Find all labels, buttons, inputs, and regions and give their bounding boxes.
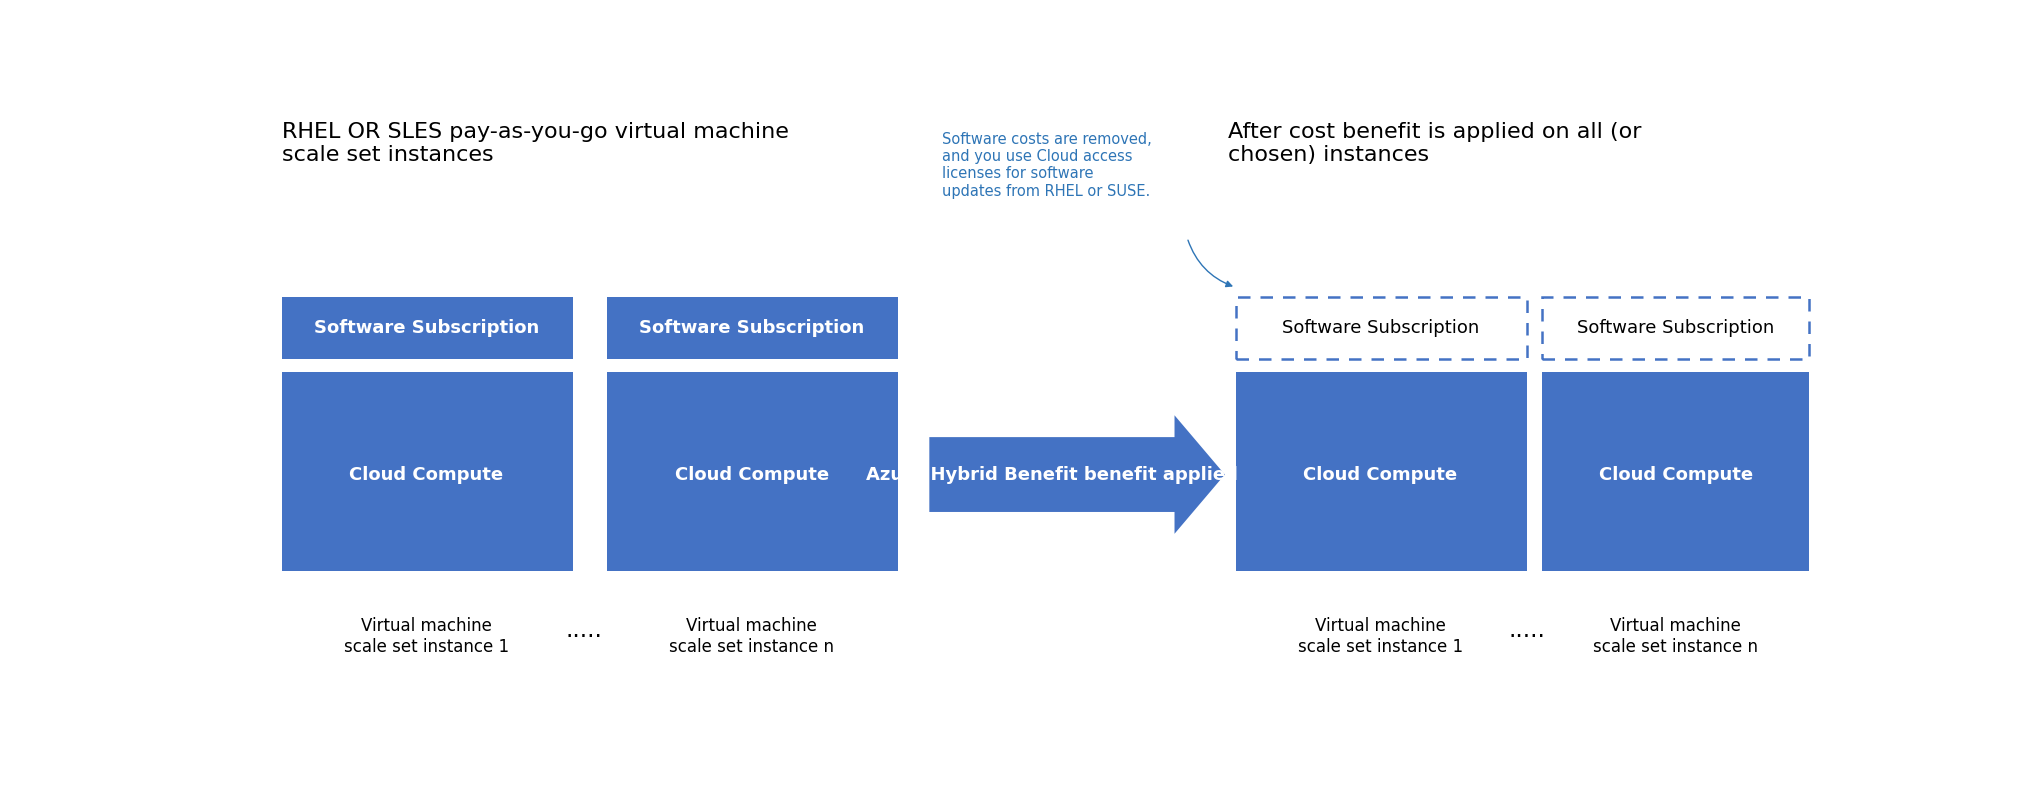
Bar [606, 296, 898, 359]
Text: .....: ..... [1509, 619, 1545, 642]
Text: Software Subscription: Software Subscription [1282, 319, 1478, 337]
Text: Virtual machine
scale set instance 1: Virtual machine scale set instance 1 [1298, 617, 1462, 656]
Text: Software Subscription: Software Subscription [314, 319, 539, 337]
Text: Software costs are removed,
and you use Cloud access
licenses for software
updat: Software costs are removed, and you use … [941, 131, 1152, 198]
Bar [282, 296, 572, 359]
Text: Virtual machine
scale set instance n: Virtual machine scale set instance n [1594, 617, 1758, 656]
Text: Cloud Compute: Cloud Compute [1304, 466, 1458, 484]
Text: Virtual machine
scale set instance n: Virtual machine scale set instance n [669, 617, 834, 656]
Text: After cost benefit is applied on all (or
chosen) instances: After cost benefit is applied on all (or… [1229, 122, 1641, 165]
Polygon shape [929, 416, 1225, 534]
Text: .....: ..... [566, 619, 602, 642]
Bar [1235, 372, 1527, 571]
Bar [1235, 296, 1527, 359]
Bar [606, 372, 898, 571]
Text: Azure Hybrid Benefit benefit applied: Azure Hybrid Benefit benefit applied [866, 466, 1237, 484]
Text: Cloud Compute: Cloud Compute [675, 466, 829, 484]
FancyArrowPatch shape [1188, 240, 1231, 287]
Text: Software Subscription: Software Subscription [639, 319, 864, 337]
Text: Cloud Compute: Cloud Compute [349, 466, 503, 484]
Bar [1541, 372, 1809, 571]
Text: Cloud Compute: Cloud Compute [1598, 466, 1752, 484]
Text: RHEL OR SLES pay-as-you-go virtual machine
scale set instances: RHEL OR SLES pay-as-you-go virtual machi… [282, 122, 789, 165]
Text: Software Subscription: Software Subscription [1578, 319, 1774, 337]
Bar [1541, 296, 1809, 359]
Bar [282, 372, 572, 571]
Text: Virtual machine
scale set instance 1: Virtual machine scale set instance 1 [345, 617, 509, 656]
